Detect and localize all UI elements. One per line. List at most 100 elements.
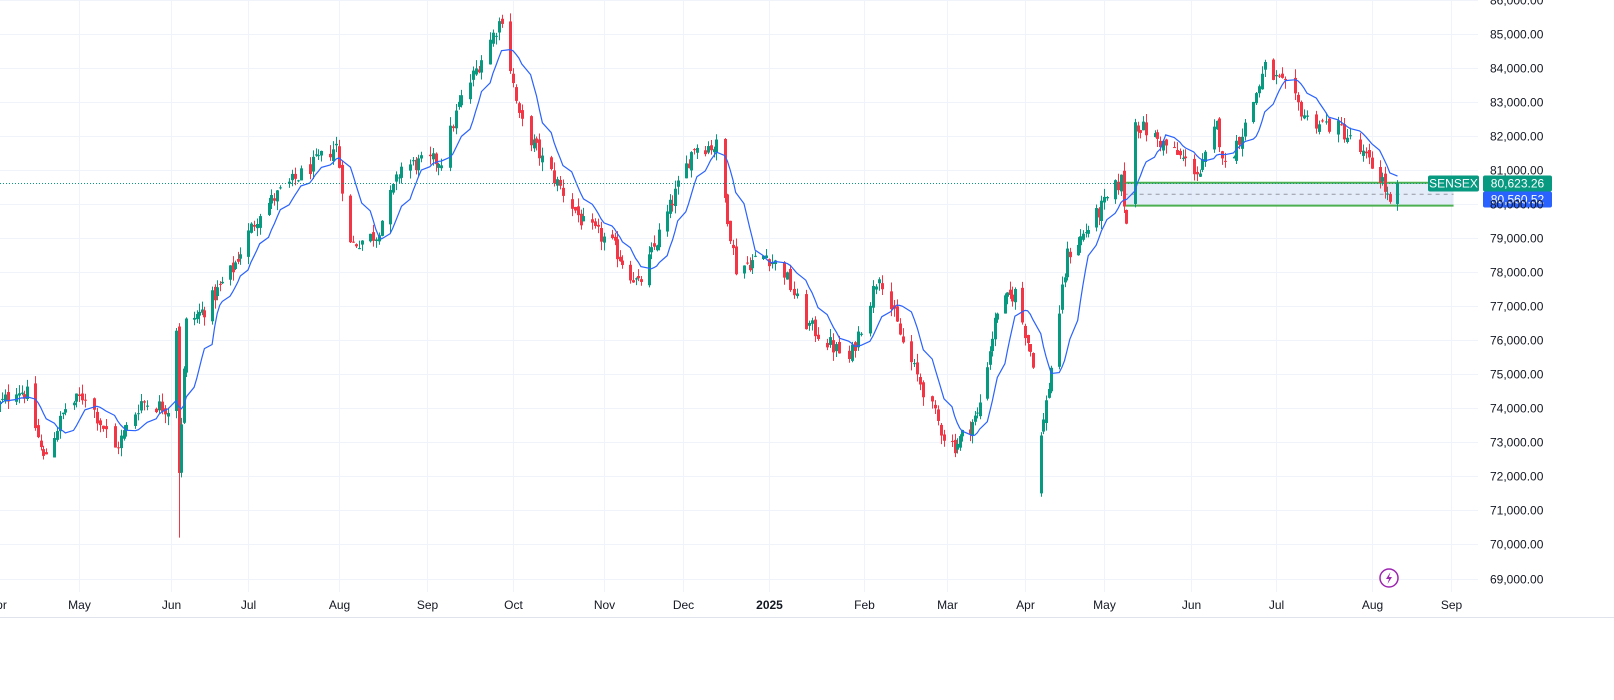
candle <box>23 390 26 404</box>
candle <box>688 159 691 169</box>
candle-body <box>1103 196 1106 203</box>
candle-body <box>7 392 10 402</box>
candle <box>1029 343 1032 357</box>
candle <box>621 255 624 269</box>
candle-body <box>1048 388 1051 398</box>
candle <box>1233 155 1236 159</box>
candle <box>75 393 78 408</box>
candle <box>574 206 577 214</box>
candle-body <box>329 153 332 158</box>
y-tick-label: 80,000.00 <box>1490 198 1544 212</box>
candle <box>429 146 432 165</box>
candle <box>677 175 680 195</box>
candle <box>749 257 752 272</box>
candle-body <box>580 213 583 226</box>
candle-body <box>1371 157 1374 169</box>
candle-body <box>521 110 524 119</box>
candle-body <box>805 294 808 330</box>
candle <box>329 145 332 161</box>
x-tick-label: Sep <box>417 598 439 612</box>
candle-body <box>559 179 562 186</box>
candle <box>751 254 754 275</box>
candle-body <box>1235 140 1238 161</box>
candle-body <box>783 262 786 278</box>
candle-body <box>538 139 541 159</box>
candle-body <box>480 60 483 73</box>
candle-body <box>214 286 217 301</box>
candle-body <box>621 260 624 266</box>
candle <box>398 174 401 184</box>
candle-body <box>1123 170 1126 207</box>
candle-body <box>1029 344 1032 352</box>
candle <box>276 189 279 211</box>
x-tick-label: Aug <box>1362 598 1383 612</box>
candle-body <box>922 382 925 398</box>
candle-body <box>381 220 384 236</box>
candle <box>1006 292 1009 305</box>
candle <box>538 133 541 166</box>
candle-body <box>56 431 59 440</box>
candle-body <box>1159 140 1162 148</box>
candle-body <box>1014 288 1017 303</box>
y-tick-label: 76,000.00 <box>1490 334 1544 348</box>
candle-body <box>979 402 982 417</box>
candle <box>37 418 40 439</box>
candle <box>1176 142 1179 155</box>
candle-body <box>1318 124 1321 132</box>
candle-body <box>358 248 361 250</box>
candle <box>808 320 811 331</box>
candle-body <box>1165 139 1168 146</box>
candle <box>1117 173 1120 195</box>
candle <box>1261 66 1264 90</box>
candle-body <box>338 146 341 168</box>
y-tick-label: 73,000.00 <box>1490 436 1544 450</box>
candle-body <box>632 280 635 283</box>
candle-body <box>273 198 276 201</box>
candle-body <box>817 334 820 340</box>
candle <box>198 303 201 324</box>
candle-body <box>498 21 501 33</box>
candle <box>452 124 455 132</box>
candle-body <box>749 264 752 271</box>
candle <box>412 156 415 166</box>
candle <box>259 213 262 235</box>
candle <box>219 281 222 292</box>
line-price-tag: 80,560.52 <box>1483 191 1552 208</box>
candle-body <box>713 149 716 153</box>
candle <box>869 302 872 337</box>
candle <box>1184 149 1187 167</box>
candle-body <box>256 223 259 229</box>
candle-body <box>556 179 559 186</box>
candle <box>956 438 959 454</box>
candle <box>117 441 120 455</box>
candle <box>400 162 403 184</box>
candle-body <box>1085 232 1088 234</box>
candle-body <box>1224 160 1227 162</box>
candle-body <box>1042 419 1045 432</box>
candle-body <box>902 336 905 343</box>
candle <box>214 284 217 309</box>
candle-body <box>146 405 149 407</box>
candle <box>84 393 87 408</box>
candle-body <box>341 164 344 194</box>
candle <box>832 333 835 361</box>
candle-body <box>309 164 312 175</box>
candle <box>771 254 774 269</box>
candle-body <box>472 70 475 80</box>
candle-body <box>1255 93 1258 104</box>
candle-body <box>878 279 881 284</box>
candle <box>1255 92 1258 106</box>
candle <box>1173 141 1176 149</box>
x-tick-label: Aug <box>329 598 350 612</box>
candle <box>1145 113 1148 142</box>
candle <box>1095 204 1098 232</box>
candle-body <box>658 229 661 248</box>
candle-body <box>1032 353 1035 368</box>
candle <box>1275 70 1278 85</box>
candle <box>256 218 259 237</box>
candle-body <box>619 256 622 262</box>
candle <box>959 434 962 451</box>
candle-body <box>1315 114 1318 129</box>
